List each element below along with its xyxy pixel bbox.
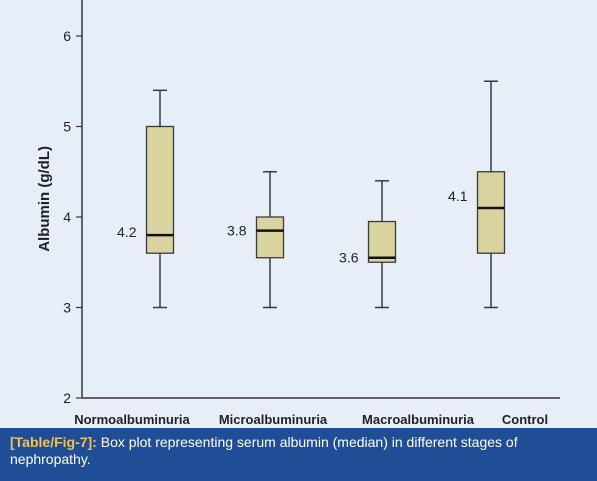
box-group: 4.1 — [448, 80, 506, 309]
box-plot-chart: 2 3 4 5 6 Albumin (g/dL) Normoalbuminuria Micro… — [36, 0, 560, 427]
chart-boxes: 4.2 3.8 3.6 4.1 — [117, 80, 506, 309]
y-axis-label: Albumin (g/dL) — [36, 146, 53, 252]
box-iqr — [367, 220, 397, 263]
x-category-label: Control — [502, 412, 548, 427]
box-group: 3.6 — [339, 180, 397, 309]
y-tick-label: 6 — [63, 28, 71, 44]
x-category-label: Macroalbuminuria — [362, 412, 475, 427]
x-category-label: Microalbuminuria — [219, 412, 328, 427]
median-data-label: 4.2 — [117, 224, 137, 240]
box-iqr — [145, 125, 175, 254]
caption-text: Box plot representing serum albumin (med… — [10, 434, 518, 467]
y-tick-label: 4 — [63, 209, 71, 225]
box-iqr — [255, 216, 285, 259]
chart-axes: 2 3 4 5 6 Albumin (g/dL) Normoalbuminuria Micro… — [36, 0, 560, 427]
x-category-label: Normoalbuminuria — [74, 412, 190, 427]
box-iqr — [476, 171, 506, 254]
caption-label: [Table/Fig-7]: — [10, 434, 97, 450]
y-tick-label: 5 — [63, 119, 71, 135]
median-data-label: 3.8 — [227, 223, 247, 239]
median-data-label: 3.6 — [339, 250, 359, 266]
median-data-label: 4.1 — [448, 188, 468, 204]
box-group: 3.8 — [227, 171, 285, 309]
figure-caption: [Table/Fig-7]: Box plot representing ser… — [0, 428, 597, 481]
box-group: 4.2 — [117, 89, 175, 309]
y-tick-label: 3 — [63, 300, 71, 316]
y-tick-label: 2 — [63, 390, 71, 406]
